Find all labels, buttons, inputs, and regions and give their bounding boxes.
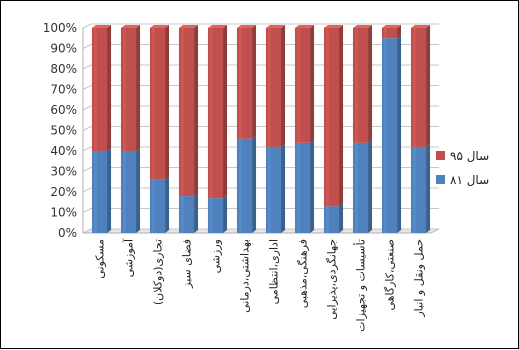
- gridline: [82, 23, 439, 29]
- bar-top: [149, 25, 170, 28]
- bar-segment-series2: [294, 25, 315, 143]
- x-category-label: مسکونی: [94, 239, 107, 279]
- bar-segment-series1: [236, 135, 257, 233]
- bars: [91, 25, 431, 233]
- bar-segment-series2: [323, 25, 344, 207]
- bar-top: [323, 25, 344, 28]
- x-category-label: ورزشی: [210, 239, 223, 273]
- bar-top: [410, 25, 431, 28]
- bar-segment-series1: [207, 195, 228, 233]
- bar-top: [178, 25, 199, 28]
- bar-segment-series2: [91, 25, 112, 151]
- gridline: [82, 146, 439, 152]
- gridline: [82, 126, 439, 131]
- bar-segment-series2: [236, 25, 257, 139]
- x-category-label: فرهنگی،مذهبی: [297, 239, 310, 308]
- x-axis-labels: مسکونی آموزشی تجاری(دوکلان) فضای سبز ورزشی به…: [94, 238, 426, 332]
- bar-top: [91, 25, 112, 28]
- bar-top: [265, 25, 286, 28]
- gridlines: [82, 23, 440, 234]
- y-axis-ticks: 0% 10% 20% 30% 40% 50% 60% 70% 80% 90% 100%: [43, 21, 77, 240]
- legend-swatch: [436, 175, 445, 184]
- bar-top: [381, 25, 402, 28]
- bar-top: [207, 25, 228, 28]
- x-category-label: بهداشتی،درمانی: [239, 239, 252, 313]
- bar-segment-series1: [149, 176, 170, 233]
- y-tick-label: 40%: [50, 144, 77, 158]
- bar-segment-series1: [178, 193, 199, 233]
- gridline: [82, 105, 439, 111]
- y-tick-label: 80%: [50, 62, 77, 76]
- y-tick-label: 20%: [50, 185, 77, 199]
- y-tick-label: 70%: [50, 83, 77, 97]
- bar-segment-series2: [120, 25, 141, 151]
- gridline: [82, 44, 439, 49]
- bar-segment-series2: [149, 25, 170, 180]
- gridline: [82, 187, 439, 193]
- bar-segment-series1: [381, 35, 402, 233]
- bar-segment-series1: [323, 203, 344, 233]
- legend-swatch: [436, 151, 445, 160]
- gridline: [82, 167, 439, 172]
- gridline: [82, 208, 439, 213]
- gridline: [82, 228, 439, 234]
- legend: سال ۹۵ سال ۸۱: [436, 149, 489, 187]
- y-tick-label: 100%: [43, 21, 77, 35]
- bar-segment-series1: [265, 143, 286, 233]
- y-tick-label: 90%: [50, 42, 77, 56]
- y-tick-label: 30%: [50, 165, 77, 179]
- bar-segment-series1: [294, 139, 315, 233]
- x-category-label: جهانگردی،پذیرایی: [326, 239, 339, 320]
- bar-segment-series2: [410, 25, 431, 147]
- legend-label: سال ۸۱: [450, 173, 489, 187]
- bar-segment-series2: [352, 25, 373, 143]
- x-category-label: فضای سبز: [181, 239, 194, 289]
- x-category-label: آموزشی: [122, 238, 136, 277]
- bar-segment-series1: [120, 148, 141, 233]
- bar-top: [352, 25, 373, 28]
- y-tick-label: 60%: [50, 103, 77, 117]
- x-category-label: اداری،انتظامی: [268, 239, 281, 304]
- y-tick-label: 50%: [50, 124, 77, 138]
- y-tick-label: 10%: [50, 206, 77, 220]
- x-category-label: تأسیسات و تجهیزات: [353, 239, 368, 332]
- gridline: [82, 85, 439, 90]
- gridline: [82, 64, 439, 70]
- x-category-label: تجاری(دوکلان): [152, 239, 165, 305]
- x-category-label: صنعتی،کارگاهی: [384, 239, 397, 310]
- y-tick-label: 0%: [58, 226, 77, 240]
- bar-segment-series1: [410, 143, 431, 233]
- x-category-label: حمل ونقل و انبار: [413, 239, 426, 318]
- bar-segment-series2: [265, 25, 286, 147]
- legend-label: سال ۹۵: [450, 149, 489, 163]
- bar-segment-series2: [381, 25, 402, 39]
- bar-top: [236, 25, 257, 28]
- bar-top: [120, 25, 141, 28]
- bar-segment-series2: [178, 25, 199, 197]
- bar-segment-series1: [352, 139, 373, 233]
- bar-segment-series1: [91, 148, 112, 233]
- bar-top: [294, 25, 315, 28]
- bar-segment-series2: [207, 25, 228, 199]
